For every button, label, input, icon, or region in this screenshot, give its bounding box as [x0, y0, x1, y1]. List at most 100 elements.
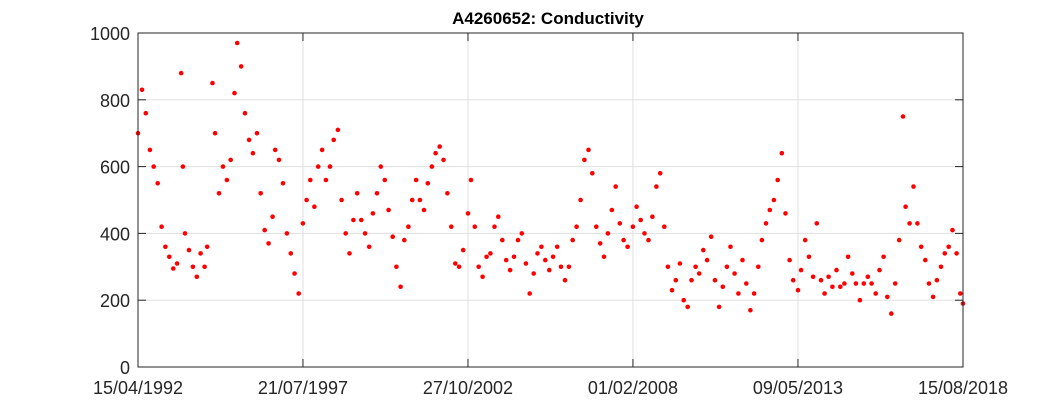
data-point — [288, 251, 294, 256]
data-point — [605, 231, 611, 236]
data-point — [779, 150, 785, 156]
data-point — [335, 127, 341, 133]
data-point — [258, 191, 264, 196]
data-point — [224, 177, 230, 183]
data-point — [343, 231, 349, 236]
data-point — [673, 277, 679, 283]
data-point — [795, 287, 801, 293]
data-point — [712, 277, 718, 283]
x-tick-label: 09/05/2013 — [753, 378, 843, 398]
data-point — [468, 177, 474, 183]
data-point — [594, 224, 599, 229]
data-point — [900, 114, 906, 119]
data-point — [378, 164, 384, 169]
data-point — [724, 264, 730, 270]
data-point — [853, 281, 859, 286]
y-tick-label: 400 — [100, 224, 130, 244]
x-tick-label: 15/08/2018 — [918, 378, 1008, 398]
data-point — [865, 274, 871, 280]
data-point — [362, 231, 368, 236]
data-point — [915, 221, 920, 226]
data-point — [339, 197, 344, 203]
data-point — [665, 264, 671, 270]
data-point — [220, 164, 226, 169]
data-point — [590, 171, 595, 176]
data-point — [296, 291, 302, 296]
data-point — [210, 80, 215, 86]
data-point — [441, 157, 446, 163]
data-point — [798, 267, 804, 273]
data-point — [810, 274, 816, 280]
data-point — [382, 177, 388, 183]
data-point — [531, 271, 536, 276]
data-point — [740, 257, 745, 263]
data-point — [716, 304, 722, 310]
data-point — [232, 90, 237, 96]
data-point — [736, 291, 741, 296]
data-point — [685, 304, 690, 310]
data-point — [677, 261, 683, 266]
data-point — [562, 277, 568, 283]
data-point — [186, 247, 192, 253]
y-tick-label: 600 — [100, 158, 130, 178]
data-point — [421, 207, 427, 213]
data-point — [609, 207, 615, 213]
data-point — [190, 264, 196, 270]
data-point — [535, 251, 540, 256]
data-point — [946, 244, 951, 250]
data-point — [366, 244, 372, 250]
data-point — [433, 150, 438, 156]
data-point — [212, 130, 218, 136]
data-point — [519, 231, 525, 236]
data-point — [582, 157, 587, 163]
y-axis-labels: 0 200 400 600 800 1000 — [90, 24, 130, 378]
data-point — [720, 284, 726, 290]
data-point — [896, 237, 902, 243]
data-point — [413, 177, 419, 183]
data-point — [460, 247, 466, 253]
data-point — [617, 221, 623, 226]
data-point — [254, 130, 260, 136]
data-point — [331, 137, 337, 143]
data-point — [547, 267, 552, 273]
data-point — [500, 237, 505, 243]
data-point — [930, 294, 936, 300]
data-point — [934, 277, 940, 283]
data-point — [171, 266, 176, 271]
data-point — [147, 147, 153, 153]
data-point — [911, 184, 916, 189]
data-point — [566, 264, 572, 270]
chart-title: A4260652: Conductivity — [452, 9, 644, 28]
data-point — [503, 257, 509, 263]
data-point — [488, 251, 493, 256]
data-point — [845, 254, 851, 260]
data-point — [276, 157, 282, 163]
data-point — [527, 291, 532, 296]
data-point — [838, 284, 843, 290]
data-point — [539, 244, 544, 250]
data-point — [787, 257, 792, 263]
data-point — [202, 264, 207, 270]
data-point — [775, 177, 780, 183]
data-point — [621, 237, 626, 243]
data-point — [574, 224, 579, 229]
data-point — [484, 254, 489, 260]
data-point — [601, 254, 607, 260]
data-point — [354, 191, 360, 196]
data-point — [323, 177, 329, 183]
data-point — [938, 264, 944, 270]
data-point — [625, 244, 630, 250]
data-point — [763, 221, 769, 226]
data-point — [449, 224, 454, 229]
data-point — [445, 191, 450, 196]
data-point — [669, 287, 675, 293]
data-point — [492, 224, 497, 229]
x-tick-label: 01/02/2008 — [588, 378, 678, 398]
data-point — [751, 291, 757, 296]
data-point — [543, 257, 548, 263]
data-point — [926, 281, 932, 286]
data-point — [834, 267, 839, 273]
data-point — [280, 181, 286, 186]
data-point — [292, 271, 297, 276]
